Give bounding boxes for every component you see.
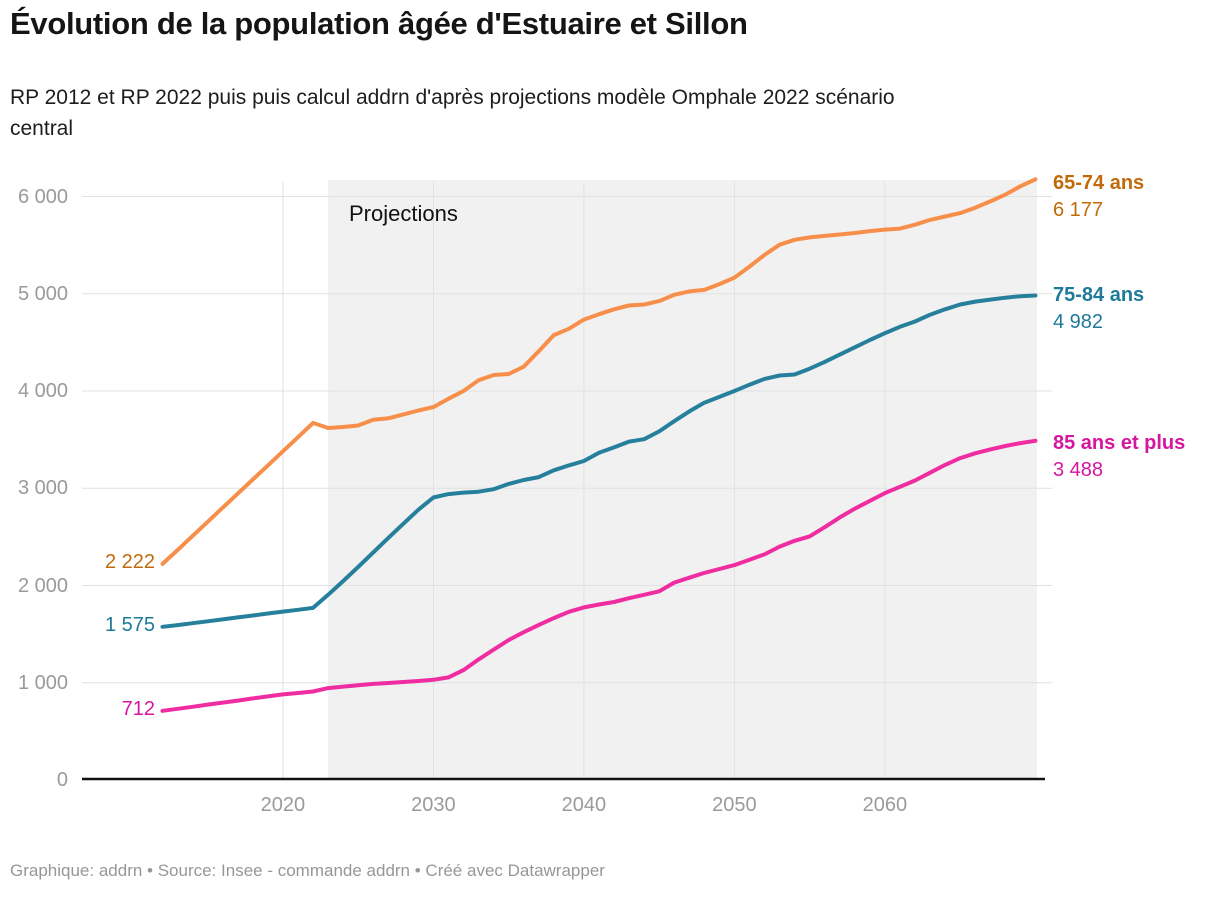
series-line-65-74-ans[interactable] — [160, 177, 1038, 566]
series-start-value-label: 1 575 — [104, 613, 155, 636]
series-line-75-84-ans[interactable] — [160, 293, 1038, 629]
series-start-value-label: 2 222 — [104, 550, 155, 573]
series-line-85-ans-et-plus[interactable] — [160, 438, 1038, 713]
series-end-value-label: 4 982 — [1053, 311, 1104, 333]
x-axis-tick-label: 2040 — [561, 794, 607, 816]
y-axis-tick-label: 5 000 — [17, 282, 68, 305]
series-end-value-label: 3 488 — [1053, 459, 1104, 481]
y-axis-tick-label: 0 — [56, 769, 68, 791]
x-axis-tick-label: 2060 — [862, 794, 908, 816]
series-name-label: 65-74 ans — [1053, 172, 1145, 194]
series-name-label: 75-84 ans — [1053, 284, 1145, 306]
y-axis-tick-label: 1 000 — [17, 671, 68, 694]
x-axis-tick-label: 2030 — [411, 794, 456, 816]
chart-subtitle: RP 2012 et RP 2022 puis puis calcul addr… — [10, 86, 895, 140]
series-end-label: 65-74 ans 6 177 — [1053, 170, 1218, 224]
series-end-label: 75-84 ans 4 982 — [1053, 282, 1218, 336]
projections-annotation: Projections — [349, 201, 458, 226]
series-start-value-label: 712 — [121, 697, 155, 720]
y-axis-tick-label: 6 000 — [17, 185, 68, 208]
x-axis-tick-label: 2050 — [712, 794, 757, 816]
series-name-label: 85 ans et plus — [1053, 432, 1186, 454]
x-axis-tick-label: 2020 — [260, 794, 306, 816]
series-end-value-label: 6 177 — [1053, 199, 1104, 221]
series-end-label: 85 ans et plus 3 488 — [1053, 430, 1218, 484]
y-axis-tick-label: 3 000 — [17, 477, 68, 500]
y-axis-tick-label: 2 000 — [17, 574, 68, 597]
chart-title: Évolution de la population âgée d'Estuai… — [10, 6, 748, 41]
projection-band — [328, 180, 1037, 779]
chart-footer: Graphique: addrn • Source: Insee - comma… — [10, 861, 605, 880]
y-axis-tick-label: 4 000 — [17, 380, 68, 403]
